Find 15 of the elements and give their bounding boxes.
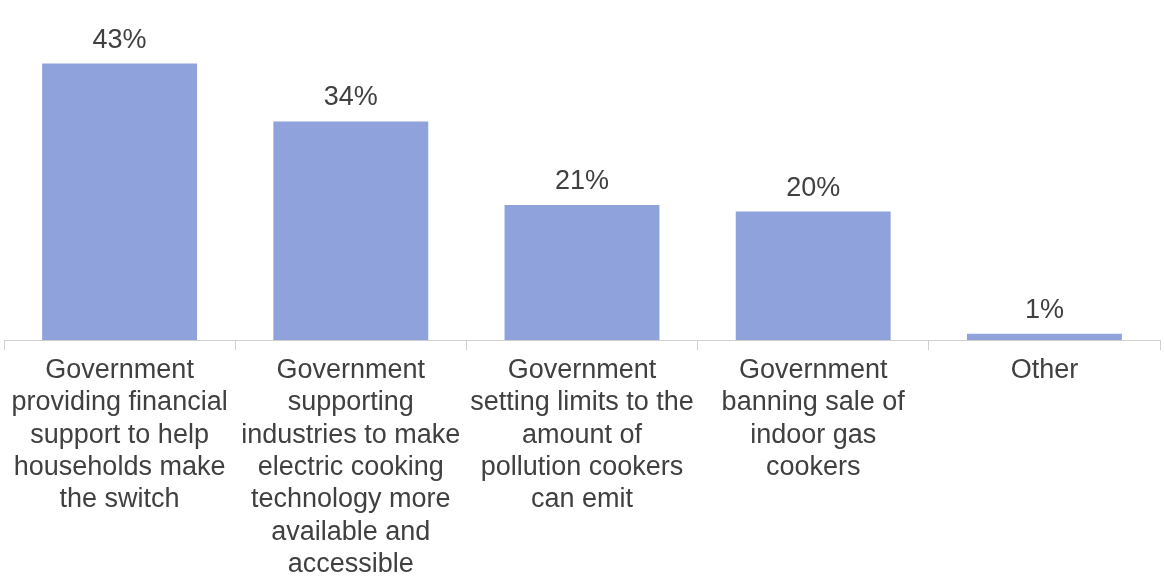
x-tick-label: Government providing financial support to help households make the switch — [11, 353, 228, 514]
data-label: 34% — [323, 81, 378, 112]
data-label: 20% — [786, 171, 841, 202]
x-tick-label: Government setting limits to the amount of pollution cookers can emit — [470, 353, 694, 514]
bar — [966, 333, 1122, 341]
data-label: 21% — [554, 165, 610, 196]
x-tick-label: Government supporting industries to make electric cooking technology more available and accessible — [241, 353, 461, 579]
bar — [273, 121, 429, 341]
x-tick-label: Government banning sale of indoor gas cookers — [721, 353, 906, 482]
x-tick-label: Other — [1010, 353, 1079, 384]
bar — [735, 211, 891, 341]
bar — [504, 205, 660, 341]
bar — [42, 63, 198, 341]
data-label: 43% — [92, 23, 147, 54]
data-label: 1% — [1024, 293, 1064, 324]
